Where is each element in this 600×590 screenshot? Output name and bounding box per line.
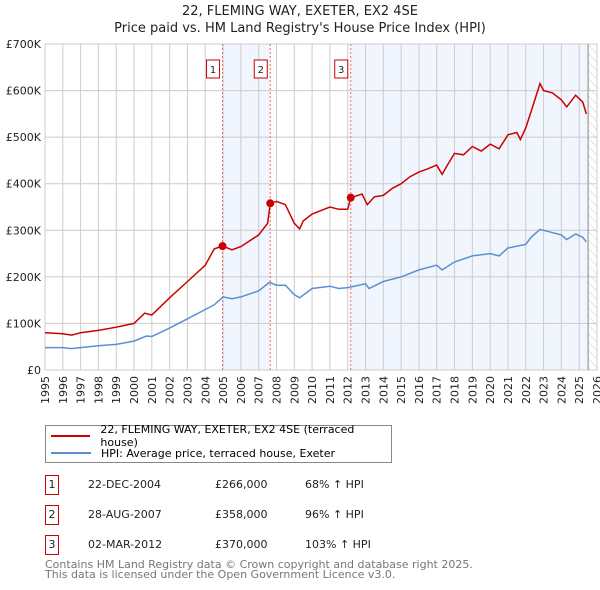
- x-tick-label: 2001: [146, 376, 159, 404]
- sale-price: £266,000: [215, 478, 268, 491]
- sale-marker-box: [206, 59, 221, 79]
- x-tick-label: 2024: [555, 376, 568, 404]
- x-tick-label: 2026: [591, 376, 600, 404]
- y-tick-label: £100K: [6, 317, 42, 330]
- x-tick-label: 2007: [253, 376, 266, 404]
- sale-hpi-change: 68% ↑ HPI: [305, 478, 364, 491]
- x-tick-label: 2015: [395, 376, 408, 404]
- shaded-range: [350, 44, 589, 370]
- x-tick-label: 1996: [57, 376, 70, 404]
- sale-marker-label: 1: [210, 65, 216, 76]
- sale-hpi-change: 96% ↑ HPI: [305, 508, 364, 521]
- sale-marker-number: 1: [45, 475, 59, 495]
- x-tick-label: 2025: [573, 376, 586, 404]
- x-tick-label: 1999: [110, 376, 123, 404]
- sale-price: £370,000: [215, 538, 268, 551]
- sale-hpi-change: 103% ↑ HPI: [305, 538, 371, 551]
- y-tick-label: £500K: [6, 131, 42, 144]
- y-tick-label: £400K: [6, 178, 42, 191]
- sale-marker-label: 2: [258, 65, 264, 76]
- legend-swatch-hpi: [51, 452, 91, 454]
- sale-point: [218, 242, 227, 251]
- x-tick-label: 1998: [92, 376, 105, 404]
- footer-line-1: Contains HM Land Registry data © Crown c…: [45, 558, 473, 571]
- x-tick-label: 2014: [377, 376, 390, 404]
- sale-row: 2 28-AUG-2007 £358,000 96% ↑ HPI: [45, 505, 465, 525]
- x-tick-label: 2012: [342, 376, 355, 404]
- x-tick-label: 2016: [413, 376, 426, 404]
- sale-date: 02-MAR-2012: [88, 538, 163, 551]
- legend: 22, FLEMING WAY, EXETER, EX2 4SE (terrac…: [45, 423, 392, 463]
- y-tick-label: £0: [27, 364, 41, 377]
- x-tick-label: 2017: [431, 376, 444, 404]
- sale-row: 3 02-MAR-2012 £370,000 103% ↑ HPI: [45, 535, 465, 555]
- sale-marker-number: 3: [45, 535, 59, 555]
- footer: Contains HM Land Registry data © Crown c…: [45, 558, 473, 581]
- sale-marker-label: 3: [338, 65, 344, 76]
- y-tick-label: £700K: [6, 38, 42, 51]
- sale-point: [346, 193, 355, 202]
- x-tick-label: 2004: [199, 376, 212, 404]
- sale-date: 22-DEC-2004: [88, 478, 162, 491]
- x-tick-label: 1997: [75, 376, 88, 404]
- y-tick-label: £300K: [6, 224, 42, 237]
- chart-subtitle: Price paid vs. HM Land Registry's House …: [114, 21, 486, 36]
- x-tick-label: 2008: [270, 376, 283, 404]
- legend-swatch-property: [51, 435, 91, 437]
- x-tick-label: 2011: [324, 376, 337, 404]
- x-tick-label: 2003: [181, 376, 194, 404]
- x-tick-label: 2021: [502, 376, 515, 404]
- x-tick-label: 2022: [520, 376, 533, 404]
- property-price-line: [44, 81, 588, 336]
- forecast-hatch: [588, 44, 597, 370]
- x-tick-label: 2002: [164, 376, 177, 404]
- x-tick-label: 2013: [360, 376, 373, 404]
- sale-marker-box: [253, 59, 268, 79]
- x-tick-label: 2018: [449, 376, 462, 404]
- x-tick-label: 2023: [538, 376, 551, 404]
- x-tick-label: 2019: [466, 376, 479, 404]
- x-tick-label: 2010: [306, 376, 319, 404]
- sale-price: £358,000: [215, 508, 268, 521]
- x-tick-label: 1995: [39, 376, 52, 404]
- shaded-range: [222, 44, 271, 370]
- sale-marker-number: 2: [45, 505, 59, 525]
- sale-row: 1 22-DEC-2004 £266,000 68% ↑ HPI: [45, 475, 465, 495]
- sale-point: [266, 199, 275, 208]
- x-tick-label: 2005: [217, 376, 230, 404]
- y-tick-label: £200K: [6, 271, 42, 284]
- x-tick-label: 2009: [288, 376, 301, 404]
- legend-label-property: 22, FLEMING WAY, EXETER, EX2 4SE (terrac…: [100, 423, 355, 449]
- legend-label-hpi: HPI: Average price, terraced house, Exet…: [101, 446, 336, 460]
- x-tick-label: 2000: [128, 376, 141, 404]
- x-tick-label: 2020: [484, 376, 497, 404]
- footer-line-2: This data is licensed under the Open Gov…: [45, 568, 396, 581]
- chart-title: 22, FLEMING WAY, EXETER, EX2 4SE: [182, 4, 418, 19]
- x-tick-label: 2006: [235, 376, 248, 404]
- y-tick-label: £600K: [6, 85, 42, 98]
- sale-marker-box: [334, 59, 349, 79]
- plot-area: 1995 1996 1997 1998 1999 2000 2001 2002 2003 2004…: [6, 38, 600, 404]
- sale-date: 28-AUG-2007: [88, 508, 162, 521]
- hpi-line: [45, 228, 587, 350]
